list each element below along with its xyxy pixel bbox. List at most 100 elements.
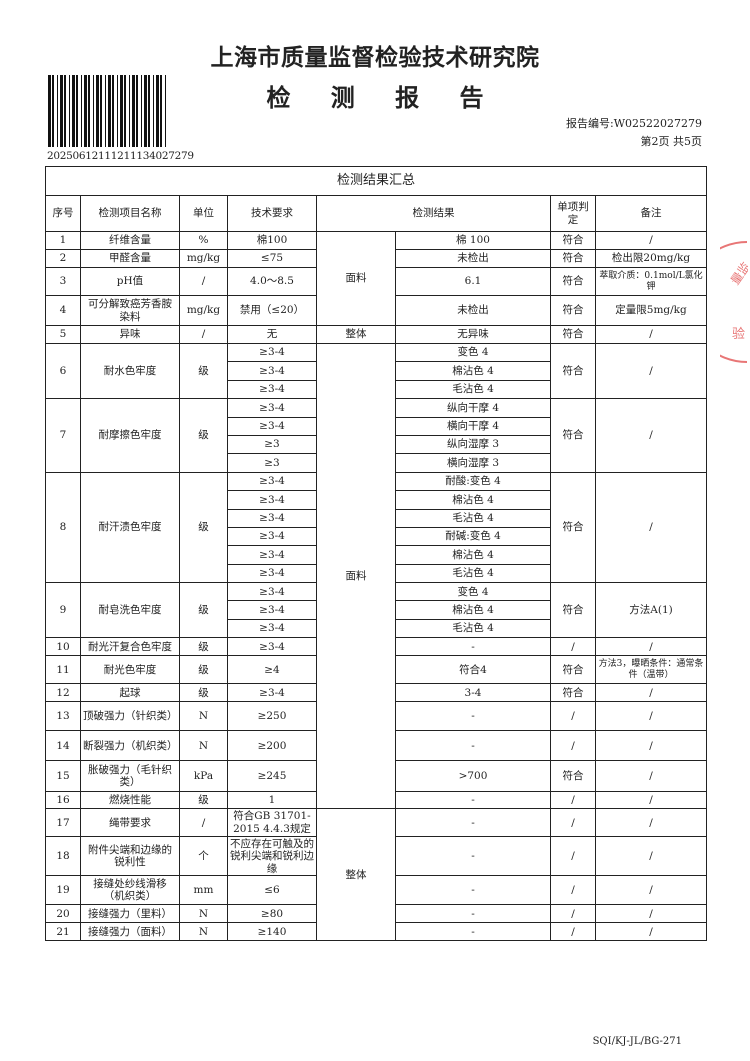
table-row: 5 异味 / 无整体 无异味 符合 /	[45, 325, 708, 344]
item-requirement: ≥80	[227, 904, 317, 924]
institute-name: 上海市质量监督检验技术研究院	[210, 44, 540, 71]
item-remark: /	[594, 471, 708, 584]
barcode-bar	[69, 75, 70, 147]
item-requirement: ≥200	[227, 730, 317, 762]
barcode-bar	[111, 75, 112, 147]
item-result: 纵向湿摩 3	[395, 434, 551, 455]
item-number: 16	[45, 791, 81, 810]
item-verdict: /	[550, 637, 596, 657]
item-remark: /	[594, 875, 708, 906]
item-name: 可分解致癌芳香胺染料	[80, 295, 180, 326]
barcode-bar	[48, 75, 51, 147]
item-number: 5	[45, 325, 81, 344]
stamp-text-top: 量监	[728, 260, 748, 288]
item-requirement: ≥3-4	[227, 508, 317, 528]
item-requirement: ≥3	[227, 434, 317, 455]
item-verdict: /	[550, 836, 596, 877]
item-result: -	[395, 701, 551, 732]
item-name: 胀破强力（毛针织类）	[80, 760, 180, 793]
item-verdict: 符合	[550, 760, 596, 793]
item-name: 接缝处纱线滑移（机织类）	[80, 875, 180, 906]
table-row: 18 附件尖端和边缘的锐利性个不应存在可触及的锐利尖端和锐利边缘 - / /	[45, 836, 708, 877]
item-remark: 定量限5mg/kg	[594, 295, 708, 326]
table-row: 10 耐光汗复合色牢度级 ≥3-4- / /	[45, 637, 708, 657]
item-result: -	[395, 730, 551, 762]
item-number: 9	[45, 582, 81, 639]
item-unit: %	[179, 231, 228, 250]
item-number: 12	[45, 683, 81, 703]
item-verdict: 符合	[550, 342, 596, 400]
item-unit: /	[179, 325, 228, 344]
item-remark: /	[594, 836, 708, 877]
item-number: 4	[45, 295, 81, 326]
item-requirement: ≥3-4	[227, 379, 317, 400]
barcode-bar	[126, 75, 129, 147]
item-result: 横向干摩 4	[395, 416, 551, 436]
item-remark: 方法A(1)	[594, 582, 708, 639]
item-verdict: 符合	[550, 249, 596, 268]
item-unit: 级	[179, 683, 228, 703]
item-number: 10	[45, 637, 81, 657]
item-verdict: 符合	[550, 231, 596, 250]
item-name: 甲醛含量	[80, 249, 180, 268]
table-row: 21 接缝强力（面料） N ≥140- / /	[45, 922, 708, 942]
barcode-bar	[76, 75, 78, 147]
item-requirement: ≥3-4	[227, 563, 317, 584]
item-result: 3-4	[395, 683, 551, 703]
item-remark: /	[594, 730, 708, 762]
barcode-bar	[162, 75, 165, 147]
item-result: 6.1	[395, 267, 551, 296]
item-remark: /	[594, 791, 708, 810]
stamp-text-bottom: 验	[732, 326, 745, 342]
item-requirement: ≥3-4	[227, 342, 317, 363]
barcode-bar	[141, 75, 142, 147]
item-name: 燃烧性能	[80, 791, 180, 810]
item-name: 耐汗渍色牢度	[80, 471, 180, 584]
barcode-bar	[153, 75, 154, 147]
item-requirement: 禁用（≤20）	[227, 295, 317, 326]
sample-part: 整体	[316, 808, 396, 942]
item-remark: 检出限20mg/kg	[594, 249, 708, 268]
item-number: 13	[45, 701, 81, 732]
item-number: 6	[45, 342, 81, 400]
barcode-bar	[117, 75, 118, 147]
barcode-bar	[159, 75, 160, 147]
item-result: 毛沾色 4	[395, 563, 551, 584]
sample-part: 面料	[316, 231, 396, 326]
barcode-bar	[166, 75, 168, 147]
item-name: 耐水色牢度	[80, 342, 180, 400]
table-row: 16 燃烧性能级 1- / /	[45, 791, 708, 810]
barcode-bar	[64, 75, 66, 147]
item-verdict: /	[550, 730, 596, 762]
item-name: 异味	[80, 325, 180, 344]
item-requirement: ≥3-4	[227, 471, 317, 492]
item-verdict: /	[550, 875, 596, 906]
item-unit: /	[179, 267, 228, 296]
item-number: 7	[45, 398, 81, 473]
item-unit: 级	[179, 398, 228, 473]
item-number: 15	[45, 760, 81, 793]
item-unit: N	[179, 701, 228, 732]
barcode-bar	[148, 75, 150, 147]
item-verdict: /	[550, 701, 596, 732]
barcode-bar	[138, 75, 141, 147]
item-result: 纵向干摩 4	[395, 398, 551, 418]
item-name: 顶破强力（针织类）	[80, 701, 180, 732]
table-caption: 检测结果汇总	[44, 166, 708, 196]
table-row: ≥3-4 横向干摩 4	[46, 416, 707, 436]
item-result: 无异味	[395, 325, 551, 344]
barcode-bar	[160, 75, 162, 147]
item-requirement: ≥3-4	[227, 526, 317, 547]
item-remark: /	[594, 701, 708, 732]
item-name: pH值	[80, 267, 180, 296]
report-number: 报告编号:W02522027279	[566, 117, 702, 130]
barcode	[48, 75, 188, 147]
item-unit: 级	[179, 791, 228, 810]
item-requirement: 无	[227, 325, 317, 344]
barcode-bar	[123, 75, 124, 147]
barcode-bar	[135, 75, 136, 147]
barcode-bar	[99, 75, 100, 147]
item-unit: mg/kg	[179, 249, 228, 268]
item-result: -	[395, 922, 551, 942]
table-row: 14 断裂强力（机织类） N ≥200- / /	[45, 730, 708, 762]
